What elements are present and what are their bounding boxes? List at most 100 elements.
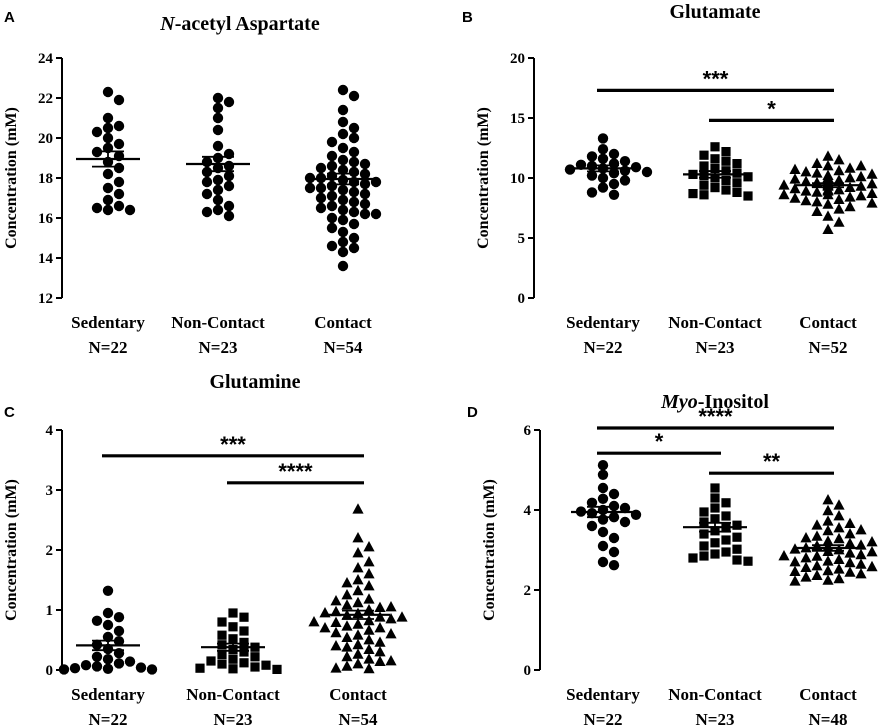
data-point: [102, 168, 114, 180]
data-point: [619, 156, 631, 167]
data-point: [699, 150, 709, 160]
data-point: [385, 613, 397, 624]
data-point: [91, 661, 103, 672]
data-point: [201, 176, 213, 188]
category-n-label: N=23: [696, 710, 735, 726]
data-point: [374, 601, 386, 612]
data-point: [833, 154, 845, 165]
data-point: [811, 519, 823, 530]
data-point: [844, 528, 856, 539]
data-point: [337, 142, 349, 154]
data-point: [866, 187, 878, 198]
data-point: [341, 660, 353, 671]
data-point: [212, 184, 224, 196]
data-point: [326, 240, 338, 252]
data-point: [212, 112, 224, 124]
data-point: [597, 526, 609, 538]
data-point: [326, 150, 338, 162]
data-point: [597, 482, 609, 494]
panel-letter: B: [462, 9, 473, 26]
data-point: [91, 615, 103, 626]
data-point: [630, 162, 642, 173]
data-point: [822, 198, 834, 209]
data-point: [586, 497, 598, 508]
data-point: [195, 663, 205, 673]
data-point: [330, 640, 342, 651]
category-n-label: N=22: [89, 710, 128, 726]
data-point: [844, 172, 856, 183]
data-point: [341, 650, 353, 662]
series-contact: [308, 503, 408, 674]
data-point: [800, 532, 812, 543]
series-contact: [778, 494, 878, 586]
data-point: [743, 172, 753, 182]
data-point: [811, 560, 823, 571]
data-point: [212, 174, 224, 186]
data-point: [326, 180, 338, 192]
data-point: [833, 563, 845, 574]
data-point: [201, 206, 213, 218]
data-point: [789, 192, 801, 203]
plot-area: 0 2 4 6 Sedentary N=22 Non-Contact N=23 Contact N…: [524, 404, 878, 726]
data-point: [330, 605, 342, 617]
data-point: [124, 204, 136, 216]
data-point: [608, 560, 620, 571]
data-point: [721, 547, 731, 557]
panel-letter: C: [4, 404, 15, 421]
data-point: [855, 548, 867, 560]
data-point: [250, 662, 260, 672]
data-point: [608, 189, 620, 200]
data-point: [699, 507, 709, 517]
data-point: [370, 208, 382, 220]
data-point: [374, 636, 386, 647]
y-tick-label: 6: [524, 423, 532, 439]
data-point: [315, 192, 327, 204]
data-point: [239, 637, 249, 647]
data-point: [113, 625, 125, 637]
category-label: Sedentary: [71, 313, 145, 332]
data-point: [721, 185, 731, 195]
data-point: [326, 160, 338, 172]
data-point: [699, 171, 709, 181]
data-point: [833, 216, 845, 227]
data-point: [341, 577, 353, 588]
data-point: [58, 664, 70, 675]
data-point: [619, 502, 631, 514]
data-point: [102, 607, 114, 619]
data-point: [789, 543, 801, 554]
data-point: [341, 589, 353, 600]
significance-label: ***: [703, 66, 729, 91]
category-n-label: N=22: [584, 710, 623, 726]
data-point: [855, 190, 867, 201]
data-point: [326, 222, 338, 234]
data-point: [217, 659, 227, 669]
data-point: [337, 214, 349, 226]
data-point: [363, 541, 375, 552]
data-point: [608, 148, 620, 160]
data-point: [113, 658, 125, 669]
data-point: [337, 260, 349, 272]
data-point: [113, 120, 125, 132]
category-label: Contact: [329, 685, 387, 704]
data-point: [866, 178, 878, 189]
panel-c: C Glutamine Concentration (mM) 0 1 2 3 4 Sede…: [3, 371, 408, 726]
category-n-label: N=23: [199, 338, 238, 357]
data-point: [800, 552, 812, 563]
data-point: [239, 647, 249, 657]
data-point: [352, 618, 364, 629]
y-tick-label: 4: [46, 423, 54, 439]
data-point: [363, 662, 375, 674]
data-point: [800, 185, 812, 196]
category-n-label: N=22: [584, 338, 623, 357]
data-point: [341, 641, 353, 652]
data-point: [315, 202, 327, 214]
data-point: [330, 662, 342, 673]
data-point: [348, 186, 360, 198]
data-point: [844, 537, 856, 548]
y-tick-label: 4: [524, 503, 532, 519]
data-point: [352, 547, 364, 558]
chart-title: N-acetyl Aspartate: [159, 13, 320, 35]
data-point: [212, 92, 224, 104]
data-point: [352, 584, 364, 596]
data-point: [732, 532, 742, 542]
